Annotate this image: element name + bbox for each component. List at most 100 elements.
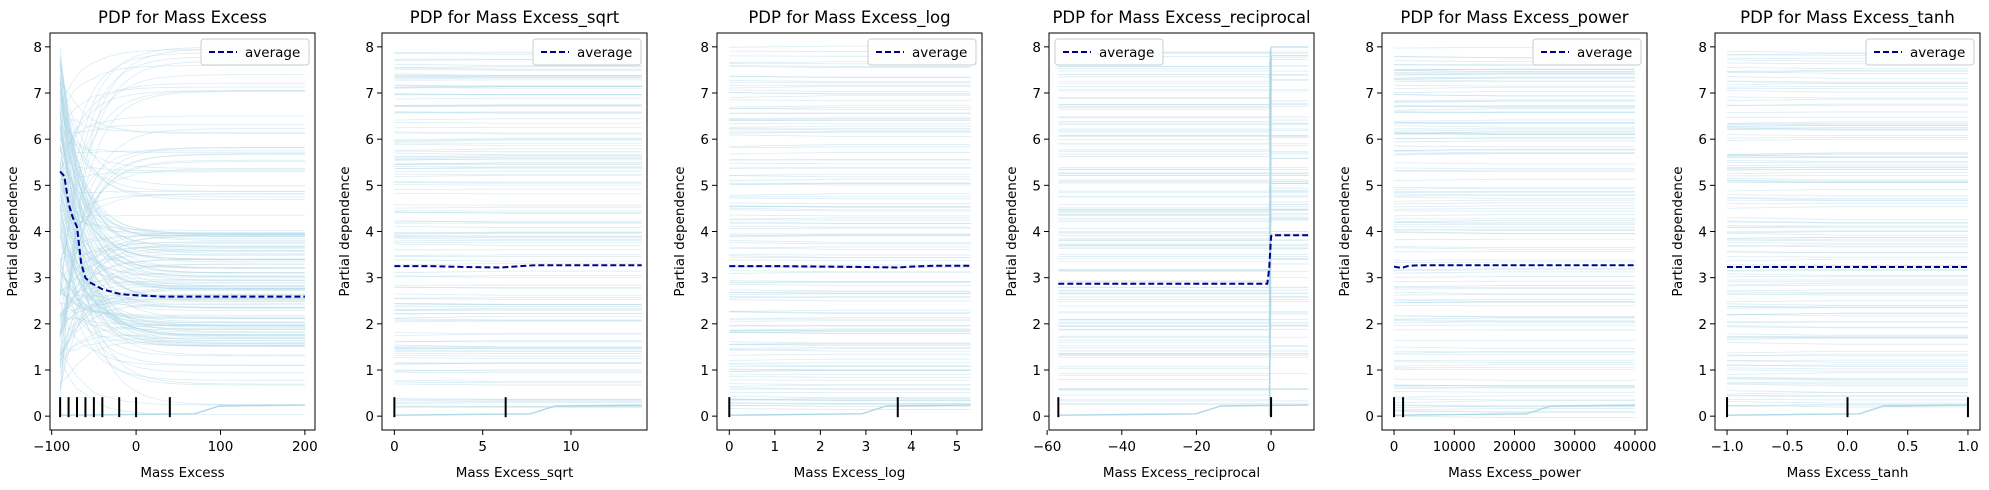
y-tick-label: 6 (33, 132, 42, 148)
ice-baseline (60, 404, 305, 416)
x-tick-label: 4 (907, 439, 916, 455)
ice-lines (1058, 46, 1309, 417)
legend: average (1054, 38, 1164, 66)
y-axis-label: Partial dependence (1337, 166, 1353, 296)
y-tick-label: 8 (1032, 40, 1041, 56)
y-tick-label: 1 (1032, 363, 1041, 379)
y-tick-label: 7 (1032, 86, 1041, 102)
legend-label: average (1099, 45, 1154, 61)
y-tick-label: 0 (33, 409, 42, 425)
y-tick-label: 0 (700, 409, 709, 425)
legend-box (1865, 38, 1975, 66)
legend-label: average (912, 45, 967, 61)
y-tick-label: 5 (33, 178, 42, 194)
y-axis-label: Partial dependence (1004, 166, 1020, 296)
average-line (729, 264, 971, 269)
y-tick-label: 7 (33, 86, 42, 102)
legend: average (532, 38, 642, 66)
legend-box (532, 38, 642, 66)
y-tick-label: 1 (700, 363, 709, 379)
legend: average (1532, 38, 1642, 66)
ice-lines (729, 45, 971, 416)
ice-lines (1394, 46, 1635, 418)
y-tick-label: 3 (700, 271, 709, 287)
chart-panel-1: 0 1 2 3 4 5 6 7 8 −100 0 100 200 PDP for Mass Excess M… (5, 8, 318, 481)
x-tick-label: 0.5 (1897, 439, 1918, 455)
chart-title: PDP for Mass Excess_reciprocal (1052, 8, 1310, 28)
ice-lines (394, 51, 642, 416)
y-axis-label: Partial dependence (5, 166, 21, 296)
chart-title: PDP for Mass Excess_sqrt (410, 8, 620, 28)
y-tick-label: 4 (1032, 225, 1041, 241)
legend-box (867, 38, 977, 66)
x-tick-label: 30000 (1553, 439, 1596, 455)
x-axis-label: Mass Excess_sqrt (456, 465, 574, 481)
x-tick-label: 10000 (1433, 439, 1476, 455)
average-line (59, 170, 305, 298)
y-tick-label: 1 (365, 363, 374, 379)
x-axis-label: Mass Excess_tanh (1787, 465, 1909, 481)
legend-box (200, 38, 310, 66)
legend: average (200, 38, 310, 66)
x-tick-label: −60 (1033, 439, 1062, 455)
y-tick-label: 4 (33, 225, 42, 241)
average-line (394, 264, 642, 269)
x-axis-label: Mass Excess_reciprocal (1103, 465, 1260, 481)
y-tick-label: 8 (33, 40, 42, 56)
y-tick-label: 4 (365, 225, 374, 241)
x-tick-label: 2 (816, 439, 825, 455)
x-tick-label: 0 (390, 439, 399, 455)
x-tick-label: −1.0 (1711, 439, 1744, 455)
x-tick-label: 40000 (1613, 439, 1656, 455)
y-tick-label: 7 (700, 86, 709, 102)
x-tick-label: 0 (1267, 439, 1276, 455)
ice-baseline (1727, 404, 1968, 416)
y-tick-label: 3 (1365, 271, 1374, 287)
legend: average (1865, 38, 1975, 66)
y-tick-label: 2 (33, 317, 42, 333)
y-tick-label: 7 (1365, 86, 1374, 102)
ice-baseline (729, 404, 971, 416)
y-tick-label: 8 (365, 40, 374, 56)
x-tick-label: 200 (292, 439, 318, 455)
y-tick-label: 0 (1032, 409, 1041, 425)
ice-baseline (1394, 404, 1635, 416)
legend-label: average (1577, 45, 1632, 61)
x-tick-label: −20 (1182, 439, 1211, 455)
x-axis-label: Mass Excess_power (1448, 465, 1581, 481)
chart-title: PDP for Mass Excess_tanh (1740, 8, 1955, 28)
chart-panel-6: 0 1 2 3 4 5 6 7 8 −1.0 −0.5 0.0 0.5 1.0 PDP for Mass E… (1670, 8, 1981, 481)
y-tick-label: 5 (365, 178, 374, 194)
y-tick-label: 8 (1365, 40, 1374, 56)
legend-label: average (577, 45, 632, 61)
x-tick-label: −0.5 (1771, 439, 1804, 455)
x-tick-label: 0 (132, 439, 141, 455)
y-tick-label: 6 (365, 132, 374, 148)
legend-label: average (245, 45, 300, 61)
y-tick-label: 7 (365, 86, 374, 102)
x-tick-label: 20000 (1493, 439, 1536, 455)
x-tick-label: 5 (478, 439, 487, 455)
y-tick-label: 7 (1698, 86, 1707, 102)
y-tick-label: 1 (1698, 363, 1707, 379)
y-tick-label: 4 (700, 225, 709, 241)
y-tick-label: 2 (365, 317, 374, 333)
y-tick-label: 8 (1698, 40, 1707, 56)
x-tick-label: 1.0 (1957, 439, 1978, 455)
chart-panel-3: 0 1 2 3 4 5 6 7 8 0 1 2 3 4 5 PDP for Mass Excess_log Ma… (672, 8, 983, 481)
y-tick-label: 4 (1698, 225, 1707, 241)
y-tick-label: 1 (33, 363, 42, 379)
x-axis-label: Mass Excess (140, 465, 224, 481)
legend-label: average (1910, 45, 1965, 61)
x-tick-label: 5 (953, 439, 962, 455)
y-tick-label: 3 (1032, 271, 1041, 287)
y-tick-label: 6 (700, 132, 709, 148)
y-tick-label: 6 (1032, 132, 1041, 148)
y-tick-label: 5 (1032, 178, 1041, 194)
chart-title: PDP for Mass Excess_power (1400, 8, 1628, 28)
y-tick-label: 2 (1698, 317, 1707, 333)
y-tick-label: 2 (1365, 317, 1374, 333)
y-tick-label: 0 (365, 409, 374, 425)
y-tick-label: 6 (1365, 132, 1374, 148)
y-tick-label: 8 (700, 40, 709, 56)
